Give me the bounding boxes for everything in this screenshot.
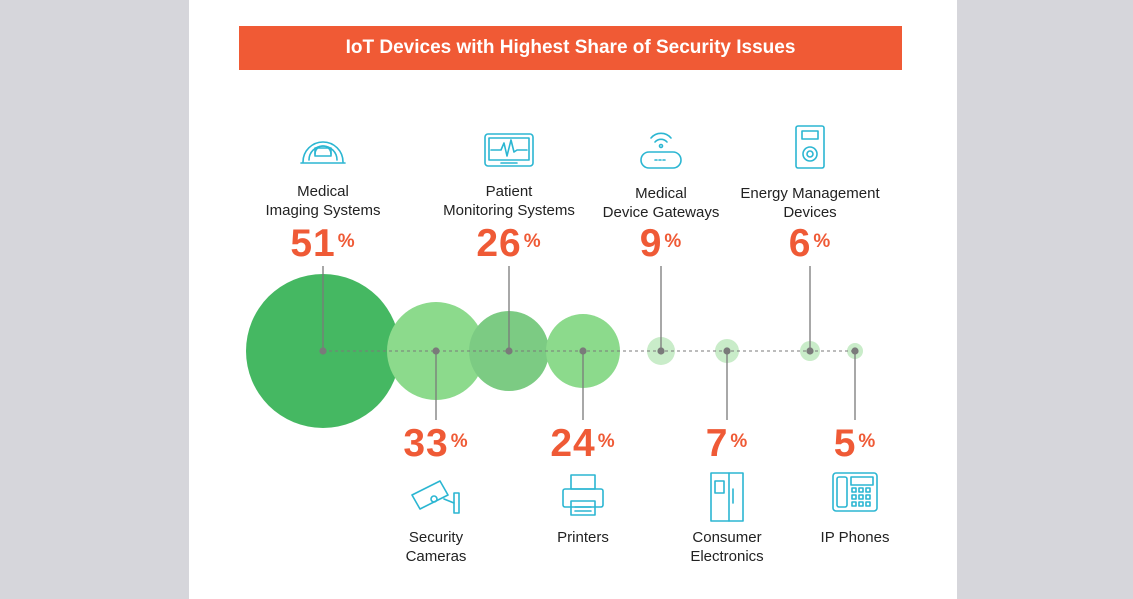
data-label-unit: %: [858, 431, 877, 452]
category-label-consumer-electronics: Consumer Electronics: [690, 529, 764, 565]
data-label-unit: %: [523, 231, 542, 252]
category-label-printers: Printers: [557, 529, 609, 546]
data-label-unit: %: [450, 431, 469, 452]
chart-title: IoT Devices with Highest Share of Securi…: [239, 26, 902, 70]
data-label-value: 6: [788, 222, 812, 265]
printer-icon: [562, 474, 604, 516]
data-label-patient-monitoring-systems: 26%: [476, 224, 541, 264]
data-label-unit: %: [597, 431, 616, 452]
data-point-dot: [806, 347, 814, 355]
data-label-medical-imaging-systems: 51%: [290, 224, 355, 264]
data-label-value: 51: [290, 222, 336, 265]
data-label-printers: 24%: [550, 424, 615, 464]
data-label-value: 33: [403, 422, 449, 465]
data-label-value: 9: [639, 222, 663, 265]
data-point-dot: [505, 347, 513, 355]
data-label-energy-management-devices: 6%: [789, 224, 832, 264]
data-point-dot: [432, 347, 440, 355]
data-label-ip-phones: 5%: [834, 424, 877, 464]
data-label-unit: %: [337, 231, 356, 252]
category-label-medical-device-gateways: Medical Device Gateways: [602, 185, 720, 221]
data-label-unit: %: [730, 431, 749, 452]
category-label-security-cameras: Security Cameras: [405, 529, 467, 565]
category-label-ip-phones: IP Phones: [820, 529, 890, 546]
heart-monitor-icon: [484, 133, 534, 167]
data-label-value: 24: [550, 422, 596, 465]
data-label-unit: %: [813, 231, 832, 252]
data-point-dot: [851, 347, 859, 355]
data-label-consumer-electronics: 7%: [706, 424, 749, 464]
thermostat-icon: [795, 125, 825, 169]
category-label-medical-imaging-systems: Medical Imaging Systems: [265, 183, 381, 219]
category-label-energy-management-devices: Energy Management Devices: [740, 185, 880, 221]
data-label-medical-device-gateways: 9%: [640, 224, 683, 264]
data-point-dot: [579, 347, 587, 355]
data-point-dot: [657, 347, 665, 355]
mri-scanner-icon: [300, 141, 346, 164]
refrigerator-icon: [710, 472, 744, 522]
data-point-dot: [319, 347, 327, 355]
security-camera-icon: [411, 480, 460, 514]
wifi-gateway-icon: [640, 132, 682, 169]
data-label-unit: %: [664, 231, 683, 252]
data-point-dot: [723, 347, 731, 355]
ip-phone-icon: [832, 472, 878, 512]
data-label-value: 7: [705, 422, 729, 465]
data-label-value: 26: [476, 222, 522, 265]
data-label-value: 5: [833, 422, 857, 465]
data-label-security-cameras: 33%: [403, 424, 468, 464]
category-label-patient-monitoring-systems: Patient Monitoring Systems: [443, 183, 575, 219]
